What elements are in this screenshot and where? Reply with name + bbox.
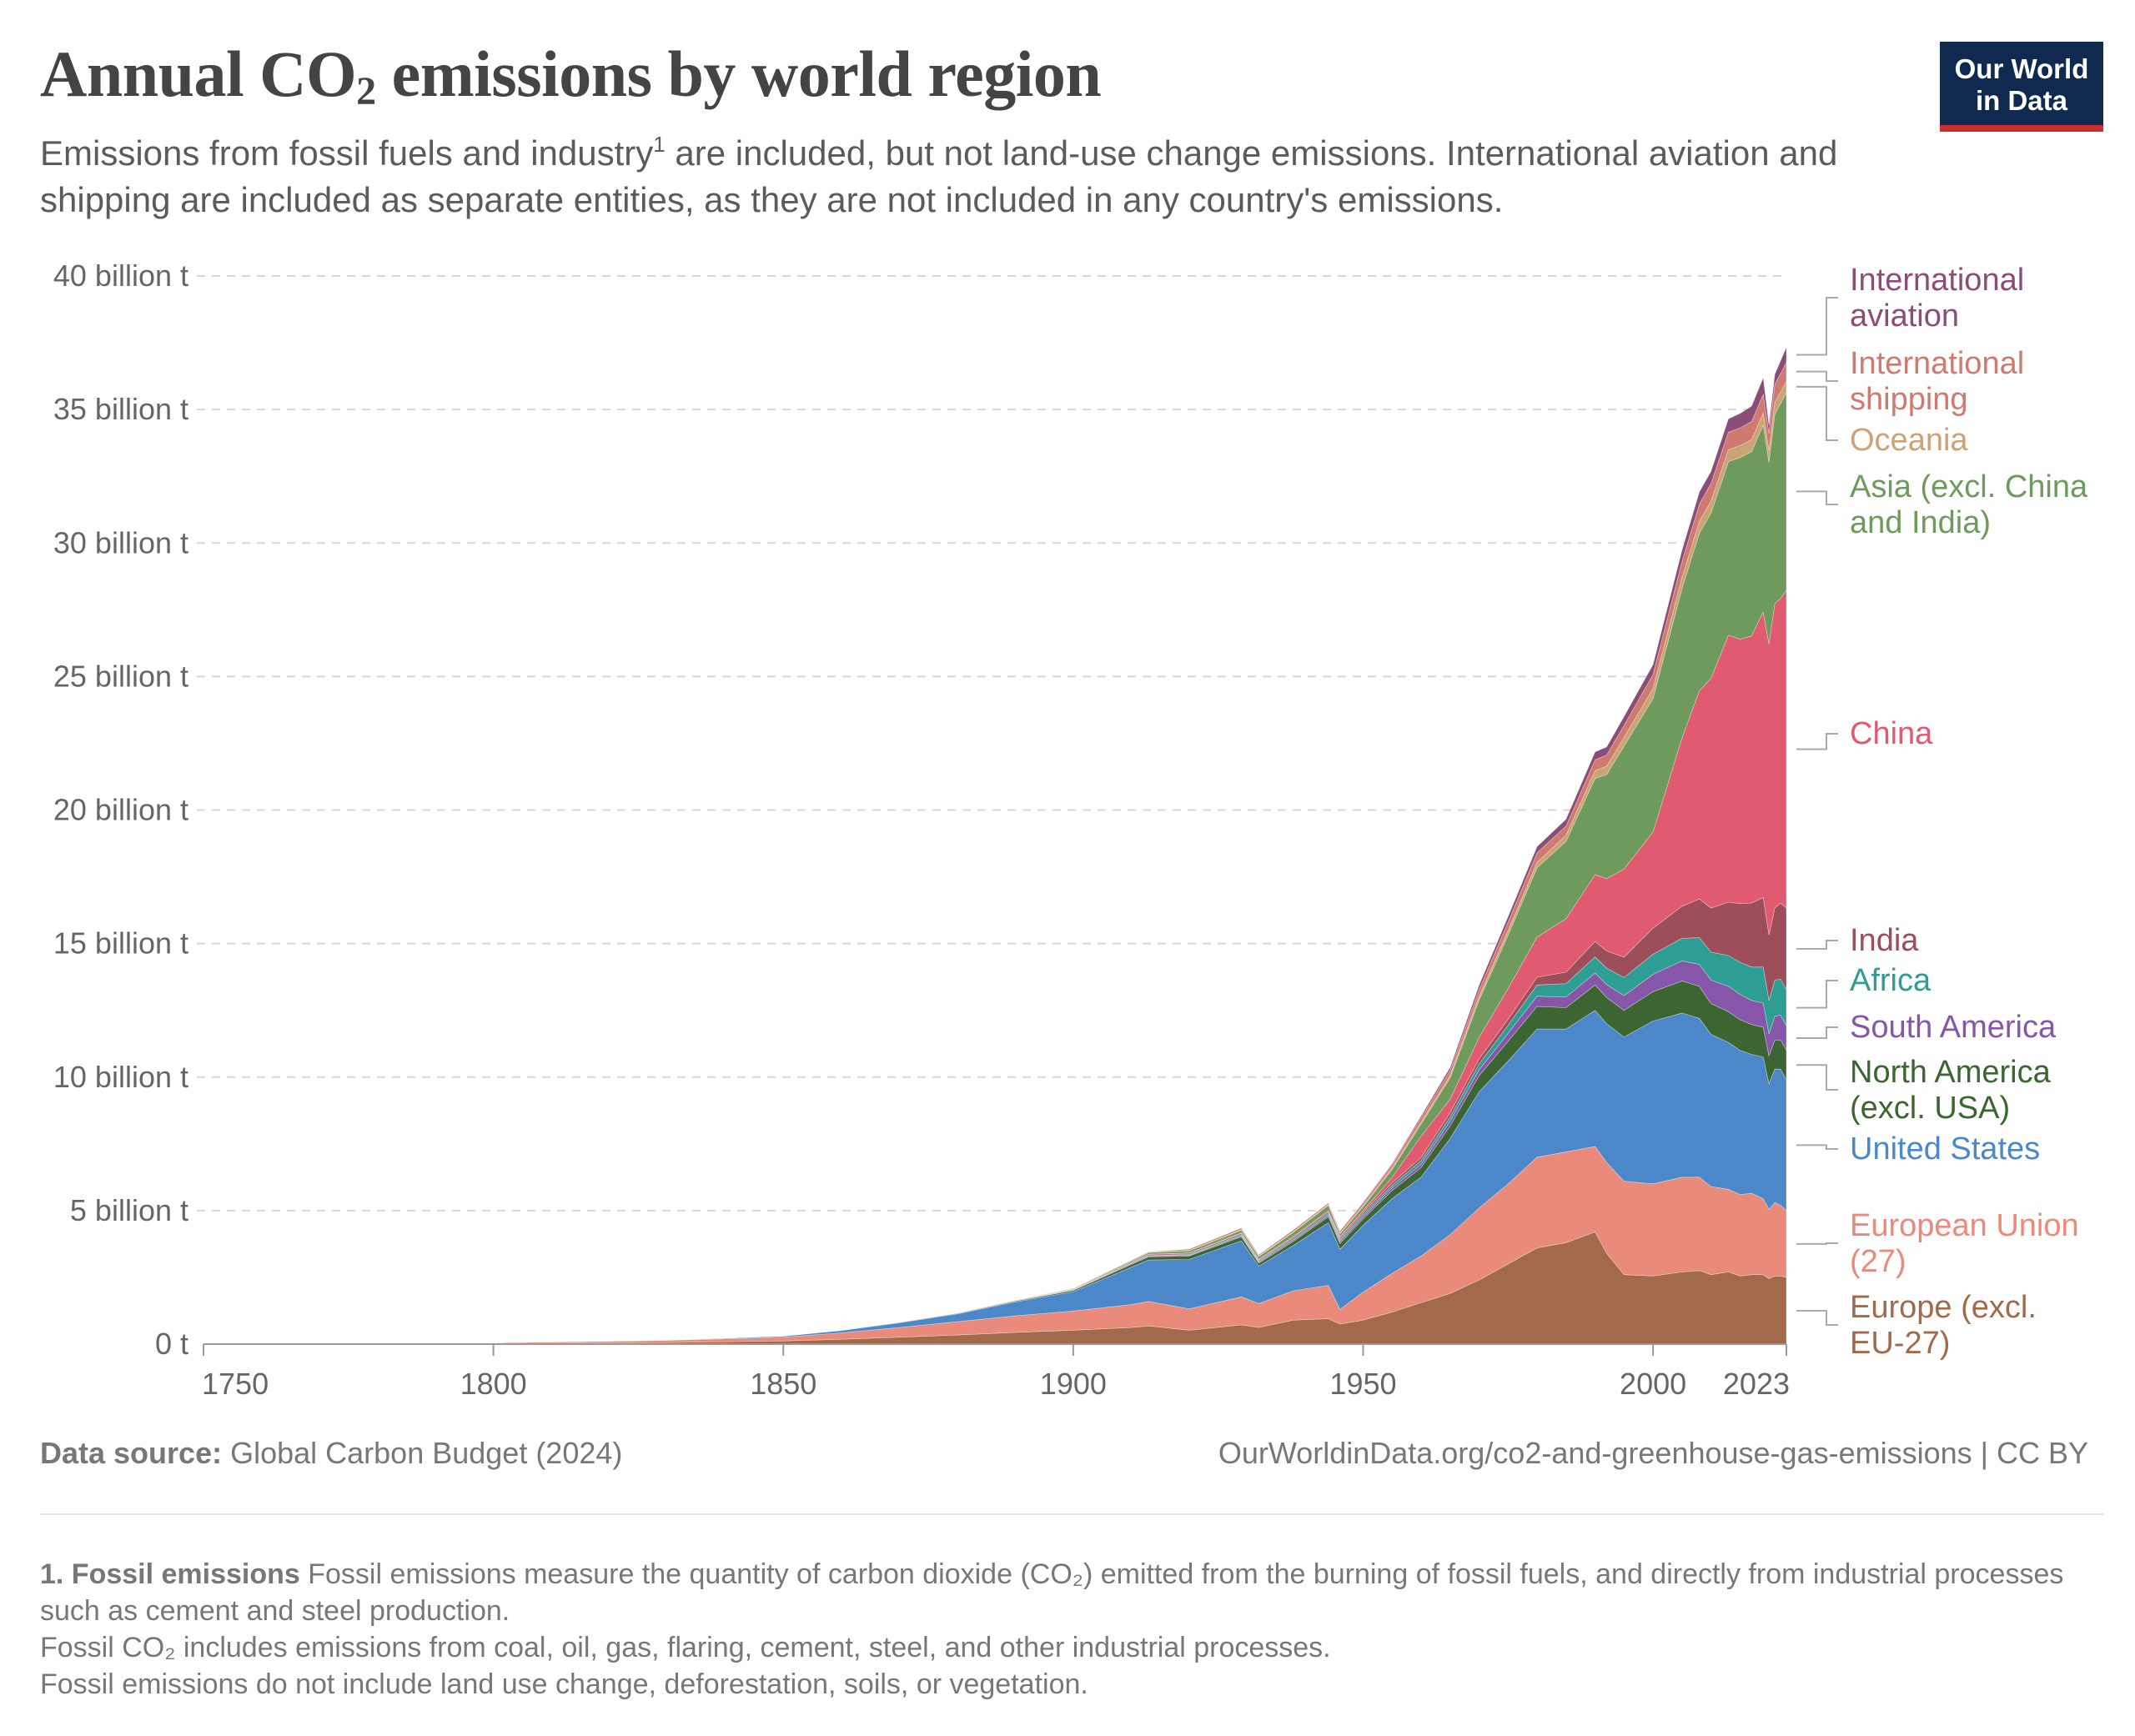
y-tick-label: 40 billion t bbox=[53, 258, 188, 293]
x-tick-label: 1950 bbox=[1329, 1367, 1396, 1401]
y-tick-label: 5 billion t bbox=[70, 1193, 188, 1227]
axes: 0 t 5 billion t 10 billion t 15 billion t 20… bbox=[53, 258, 1790, 1401]
footnote-3: Fossil emissions do not include land use… bbox=[40, 1668, 1088, 1700]
data-source: Data source: Global Carbon Budget (2024) bbox=[40, 1436, 623, 1470]
legend-connector bbox=[1796, 1026, 1838, 1039]
logo-line-1: Our World bbox=[1954, 53, 2089, 84]
owid-logo[interactable]: Our World in Data bbox=[1940, 42, 2103, 132]
stacked-area-chart: 0 t 5 billion t 10 billion t 15 billion t 20… bbox=[53, 258, 2088, 1401]
y-tick-label: 35 billion t bbox=[53, 392, 188, 426]
chart-subtitle: Emissions from fossil fuels and industry… bbox=[40, 132, 1838, 219]
footnote-2: Fossil CO₂ includes emissions from coal,… bbox=[40, 1632, 1331, 1663]
legend-label[interactable]: (27) bbox=[1850, 1244, 1906, 1279]
legend-connector bbox=[1796, 1242, 1838, 1245]
x-tick-label: 1850 bbox=[750, 1367, 816, 1401]
legend-connector bbox=[1796, 490, 1838, 505]
legend-connector bbox=[1796, 733, 1838, 750]
area-series bbox=[203, 347, 1787, 1345]
legend-label[interactable]: North America bbox=[1850, 1055, 2052, 1090]
source-url[interactable]: OurWorldinData.org/co2-and-greenhouse-ga… bbox=[1218, 1436, 2088, 1470]
legend-label[interactable]: EU-27) bbox=[1850, 1326, 1950, 1361]
y-tick-label: 30 billion t bbox=[53, 525, 188, 559]
legend-label[interactable]: Asia (excl. China bbox=[1850, 469, 2088, 504]
chart-title: Annual CO2 emissions by world region bbox=[40, 38, 1102, 113]
x-tick-label: 1750 bbox=[202, 1367, 269, 1401]
legend-connector bbox=[1796, 385, 1838, 441]
legend-label[interactable]: Oceania bbox=[1850, 423, 1968, 458]
legend-connector bbox=[1796, 1310, 1838, 1326]
legend-label[interactable]: International bbox=[1850, 263, 2024, 298]
legend-connector bbox=[1796, 940, 1838, 950]
legend-label[interactable]: Europe (excl. bbox=[1850, 1290, 2037, 1325]
y-tick-label: 0 t bbox=[155, 1327, 188, 1361]
y-tick-label: 10 billion t bbox=[53, 1060, 188, 1094]
x-tick-label: 1800 bbox=[460, 1367, 527, 1401]
legend-connector bbox=[1796, 980, 1838, 1009]
y-tick-label: 15 billion t bbox=[53, 926, 188, 961]
area-international-aviation[interactable] bbox=[203, 347, 1787, 1344]
legend-label[interactable]: European Union bbox=[1850, 1208, 2079, 1243]
legend-connector bbox=[1796, 1144, 1838, 1150]
legend-label[interactable]: China bbox=[1850, 716, 1933, 751]
legend-label[interactable]: South America bbox=[1850, 1010, 2057, 1045]
x-tick-label: 1900 bbox=[1040, 1367, 1107, 1401]
legend-label[interactable]: India bbox=[1850, 923, 1919, 958]
x-tick-label: 2023 bbox=[1723, 1367, 1790, 1401]
legend-label[interactable]: Africa bbox=[1850, 963, 1932, 998]
legend-connector bbox=[1796, 297, 1838, 356]
legend-label[interactable]: shipping bbox=[1850, 382, 1968, 417]
legend-label[interactable]: and India) bbox=[1850, 505, 1991, 540]
legend-label[interactable]: United States bbox=[1850, 1131, 2040, 1167]
legend: InternationalaviationInternationalshippi… bbox=[1796, 263, 2088, 1361]
footer-divider bbox=[40, 1513, 2103, 1515]
y-tick-label: 25 billion t bbox=[53, 659, 188, 693]
legend-label[interactable]: International bbox=[1850, 346, 2024, 381]
legend-label[interactable]: aviation bbox=[1850, 299, 1959, 334]
logo-line-2: in Data bbox=[1975, 85, 2068, 116]
footnote-1: 1. Fossil emissions Fossil emissions mea… bbox=[40, 1558, 2064, 1627]
x-tick-label: 2000 bbox=[1620, 1367, 1686, 1401]
y-tick-label: 20 billion t bbox=[53, 793, 188, 827]
footnotes: 1. Fossil emissions Fossil emissions mea… bbox=[40, 1556, 2075, 1703]
legend-label[interactable]: (excl. USA) bbox=[1850, 1091, 2010, 1126]
legend-connector bbox=[1796, 370, 1838, 382]
legend-connector bbox=[1796, 1064, 1838, 1091]
